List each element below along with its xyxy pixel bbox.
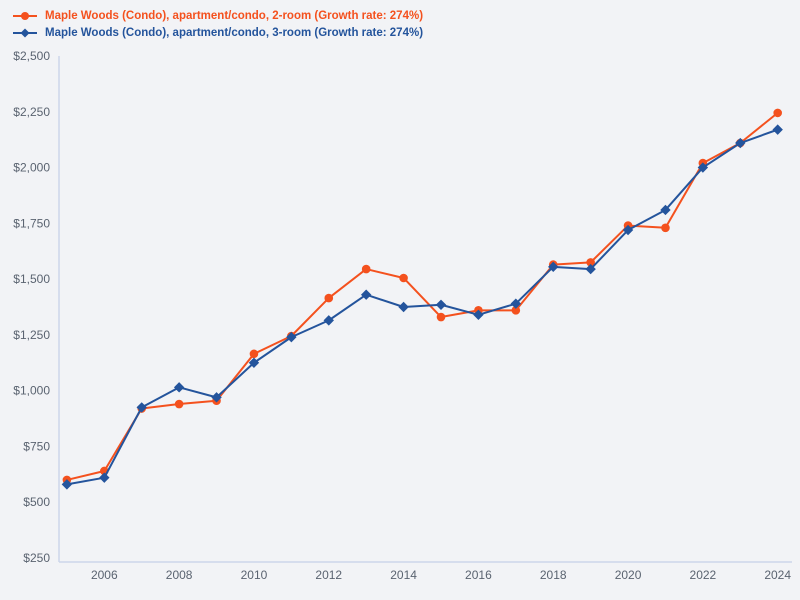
data-point-3room xyxy=(735,137,746,149)
data-point-2room xyxy=(174,399,184,409)
y-tick-label: $500 xyxy=(23,495,50,509)
data-point-3room xyxy=(548,261,559,273)
data-point-3room xyxy=(510,298,522,309)
x-tick-label: 2014 xyxy=(390,568,417,582)
legend-item-3room: Maple Woods (Condo), apartment/condo, 3-… xyxy=(12,26,423,40)
data-point-3room xyxy=(99,472,110,483)
data-point-2room xyxy=(324,293,334,303)
x-tick-label: 2006 xyxy=(91,568,118,582)
data-point-3room xyxy=(473,309,484,321)
data-point-2room xyxy=(586,258,595,267)
x-tick-label: 2020 xyxy=(615,568,642,582)
legend-label-3room: Maple Woods (Condo), apartment/condo, 3-… xyxy=(45,27,424,39)
x-tick-label: 2022 xyxy=(690,568,717,582)
y-tick-label: $1,500 xyxy=(13,272,50,286)
x-tick-label: 2008 xyxy=(166,568,193,582)
x-tick-label: 2010 xyxy=(241,568,268,582)
y-tick-label: $2,500 xyxy=(13,49,50,63)
data-point-3room xyxy=(660,204,671,216)
y-tick-label: $1,750 xyxy=(13,216,50,230)
x-tick-label: 2016 xyxy=(465,568,492,582)
data-point-3room xyxy=(61,479,73,490)
data-point-2room xyxy=(436,312,446,322)
y-tick-label: $2,250 xyxy=(13,105,50,119)
chart-legend: Maple Woods (Condo), apartment/condo, 2-… xyxy=(12,9,423,40)
data-point-3room xyxy=(585,263,596,275)
y-tick-label: $2,000 xyxy=(13,161,50,175)
legend-item-2room: Maple Woods (Condo), apartment/condo, 2-… xyxy=(12,9,423,23)
series-line-2room xyxy=(66,112,779,481)
y-tick-label: $250 xyxy=(23,551,50,565)
x-tick-label: 2012 xyxy=(315,568,342,582)
legend-marker-circle-icon xyxy=(13,12,37,20)
data-point-3room xyxy=(622,224,634,236)
data-point-3room xyxy=(248,357,260,368)
data-point-2room xyxy=(361,264,371,274)
x-tick-label: 2024 xyxy=(764,568,791,582)
data-point-2room xyxy=(249,349,259,359)
y-tick-label: $1,250 xyxy=(13,328,50,342)
y-tick-label: $750 xyxy=(23,439,50,453)
data-point-3room xyxy=(211,392,222,403)
data-point-3room xyxy=(323,315,334,326)
data-point-3room xyxy=(136,402,147,413)
series-line-3room xyxy=(66,128,779,486)
data-point-2room xyxy=(511,306,521,315)
data-point-3room xyxy=(697,162,709,173)
data-point-3room xyxy=(286,331,297,343)
y-tick-label: $1,000 xyxy=(13,384,50,398)
data-point-3room xyxy=(772,124,783,135)
data-point-3room xyxy=(173,382,185,393)
legend-label-2room: Maple Woods (Condo), apartment/condo, 2-… xyxy=(45,10,424,22)
data-point-3room xyxy=(360,289,372,300)
data-point-2room xyxy=(661,223,670,233)
data-point-3room xyxy=(398,301,409,313)
data-point-2room xyxy=(773,108,782,118)
data-point-2room xyxy=(399,273,408,283)
legend-marker-diamond-icon xyxy=(13,28,37,38)
data-point-3room xyxy=(435,299,447,310)
x-tick-label: 2018 xyxy=(540,568,567,582)
